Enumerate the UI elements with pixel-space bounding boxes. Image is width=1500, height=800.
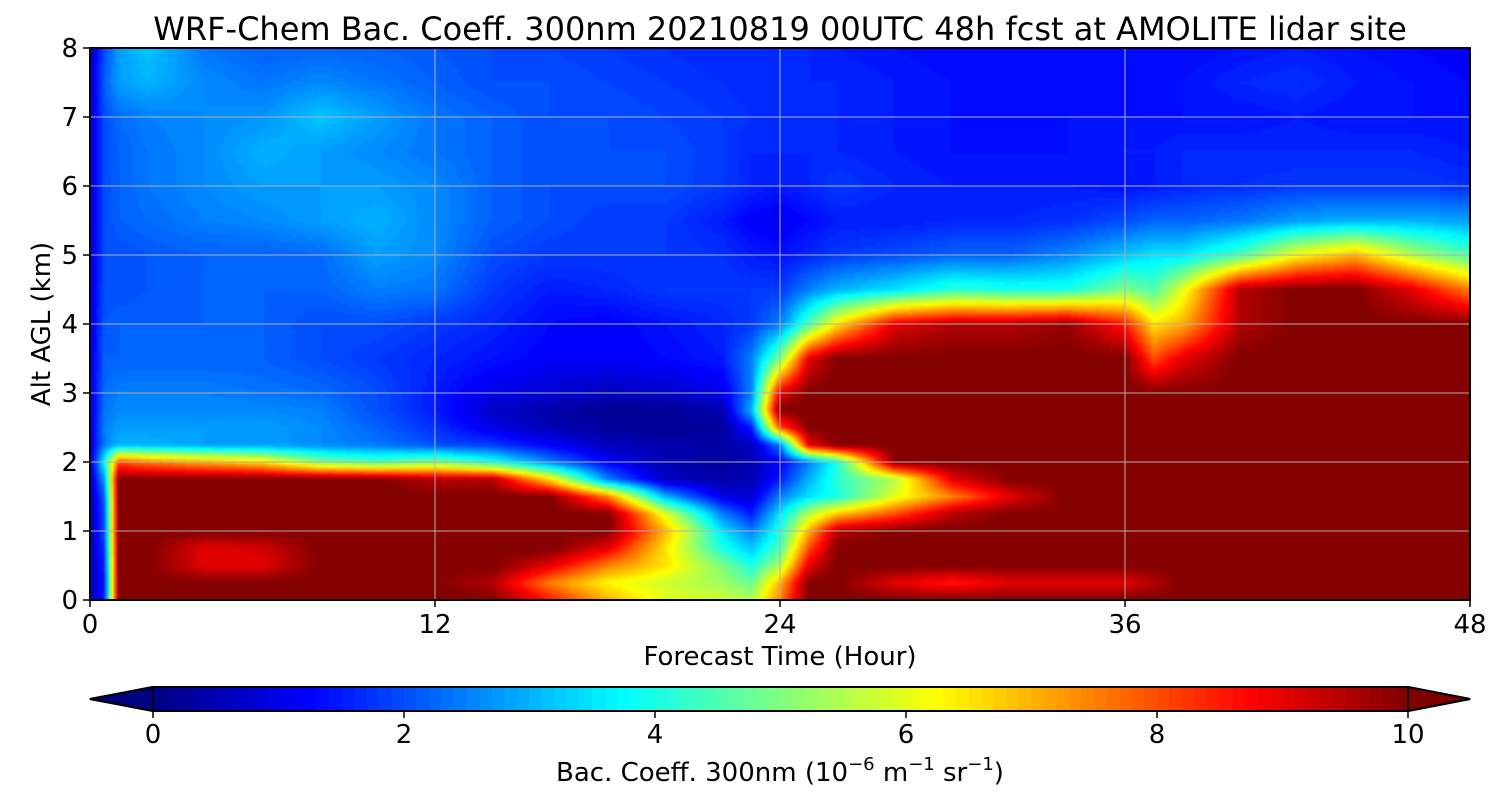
x-tick-label: 24 [763,610,796,640]
colorbar-tick-label: 4 [647,720,664,750]
y-tick-label: 4 [61,310,78,340]
colorbar-tick-label: 2 [396,720,413,750]
y-tick-label: 7 [61,103,78,133]
colorbar-tick-label: 8 [1149,720,1166,750]
x-tick-label: 48 [1453,610,1486,640]
colorbar-gradient [153,687,1408,711]
y-tick-label: 0 [61,586,78,616]
colorbar-label: Bac. Coeff. 300nm (10−6 m−1 sr−1) [556,754,1004,788]
chart-title: WRF-Chem Bac. Coeff. 300nm 20210819 00UT… [153,10,1407,48]
plot-area [89,47,1471,601]
colorbar-min-extend [89,685,154,713]
grid [90,48,1470,600]
colorbar: 0 2 4 6 8 10 Bac. Coeff. 300nm (10−6 m−1 sr−1… [89,685,1471,788]
y-axis: 0 1 2 3 4 5 6 7 8 [61,34,90,616]
x-tick-label: 12 [418,610,451,640]
y-axis-label: Alt AGL (km) [27,242,57,406]
colorbar-max-extend [1407,685,1471,713]
y-tick-label: 3 [61,379,78,409]
y-tick-label: 1 [61,517,78,547]
y-tick-label: 2 [61,448,78,478]
y-tick-label: 5 [61,241,78,271]
x-tick-label: 36 [1108,610,1141,640]
x-axis-label: Forecast Time (Hour) [643,642,916,672]
colorbar-ticks: 0 2 4 6 8 10 [145,711,1425,750]
colorbar-tick-label: 6 [898,720,915,750]
colorbar-tick-label: 10 [1391,720,1424,750]
y-tick-label: 6 [61,172,78,202]
x-axis: 0 12 24 36 48 [82,600,1487,640]
x-tick-label: 0 [82,610,99,640]
colorbar-tick-label: 0 [145,720,162,750]
y-tick-label: 8 [61,34,78,64]
